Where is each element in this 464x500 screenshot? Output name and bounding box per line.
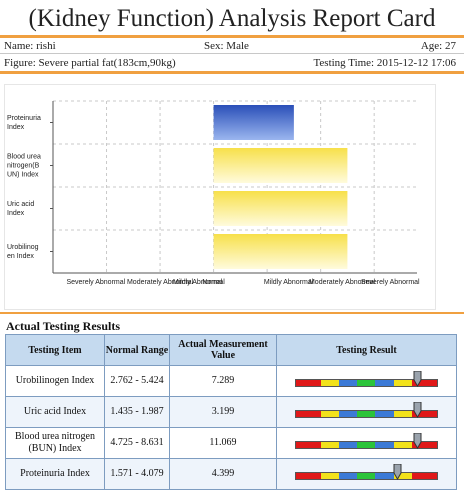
scale-segment — [411, 411, 437, 417]
table-row: Blood urea nitrogen (BUN) Index 4.725 - … — [5, 427, 457, 459]
scale-segment — [393, 380, 412, 386]
result-scale — [276, 365, 457, 397]
scale-segment — [339, 442, 358, 448]
scale-segment — [357, 411, 376, 417]
table-row: Proteinuria Index 1.571 - 4.079 4.399 — [5, 458, 457, 490]
x-tick-label: Moderately Abnormal — [127, 279, 194, 286]
y-tick-label: Uric acid Index — [7, 201, 34, 217]
result-scale-bar — [295, 464, 438, 484]
item-name: Uric acid Index — [5, 396, 105, 428]
patient-name: Name: rishi — [4, 40, 56, 52]
patient-sex: Sex: Male — [204, 40, 249, 52]
pointer-marker-icon — [413, 371, 422, 387]
result-scale — [276, 396, 457, 428]
normal-range: 4.725 - 8.631 — [104, 427, 170, 459]
x-tick-label: Severely Abnormal — [66, 279, 125, 286]
table-row: Uric acid Index 1.435 - 1.987 3.199 — [5, 396, 457, 428]
x-tick-label: Mildly Abnormal — [173, 279, 223, 286]
pointer-marker-icon — [413, 402, 422, 418]
header-normal-range: Normal Range — [104, 334, 170, 366]
measurement-value: 3.199 — [169, 396, 277, 428]
info-bottom-divider — [0, 71, 464, 74]
scale-segment — [375, 442, 394, 448]
scale-segment — [411, 473, 437, 479]
measurement-value: 7.289 — [169, 365, 277, 397]
measurement-value: 4.399 — [169, 458, 277, 490]
scale-segment — [375, 380, 394, 386]
y-tick-label: Blood urea nitrogen(B UN) Index — [7, 154, 41, 179]
scale-track — [295, 472, 438, 480]
measurement-value: 11.069 — [169, 427, 277, 459]
title-divider — [0, 35, 464, 38]
header-testing-result: Testing Result — [276, 334, 457, 366]
scale-segment — [321, 442, 340, 448]
patient-figure: Figure: Severe partial fat(183cm,90kg) — [4, 57, 176, 69]
header-testing-item: Testing Item — [5, 334, 105, 366]
results-section-title: Actual Testing Results — [6, 319, 121, 333]
chart-bar — [213, 191, 348, 226]
x-tick-label: Normal — [202, 279, 225, 286]
testing-time: Testing Time: 2015-12-12 17:06 — [313, 57, 456, 69]
pointer-marker-icon — [393, 464, 402, 480]
scale-segment — [357, 473, 376, 479]
scale-segment — [375, 411, 394, 417]
result-scale-bar — [295, 402, 438, 422]
result-scale — [276, 458, 457, 490]
report-title: (Kidney Function) Analysis Report Card — [28, 5, 436, 32]
chart-bar — [213, 148, 348, 183]
scale-segment — [339, 411, 358, 417]
scale-segment — [357, 442, 376, 448]
patient-age: Age: 27 — [420, 40, 456, 52]
scale-segment — [296, 442, 322, 448]
scale-segment — [375, 473, 394, 479]
scale-track — [295, 441, 438, 449]
results-header-row: Testing Item Normal Range Actual Measure… — [5, 334, 457, 366]
chart-canvas: Proteinuria Index Blood urea nitrogen(B UN) … — [7, 100, 420, 286]
scale-segment — [393, 411, 412, 417]
table-row: Urobilinogen Index 2.762 - 5.424 7.289 — [5, 365, 457, 397]
scale-segment — [321, 380, 340, 386]
item-name: Blood urea nitrogen (BUN) Index — [5, 427, 105, 459]
chart-divider — [0, 312, 464, 314]
scale-segment — [411, 442, 437, 448]
chart-bar — [213, 234, 348, 269]
normal-range: 1.571 - 4.079 — [104, 458, 170, 490]
scale-segment — [393, 442, 412, 448]
y-tick-label: Proteinuria Index — [7, 115, 41, 131]
result-scale-bar — [295, 433, 438, 453]
scale-segment — [357, 380, 376, 386]
scale-segment — [339, 473, 358, 479]
scale-segment — [411, 380, 437, 386]
results-table: Testing Item Normal Range Actual Measure… — [5, 334, 457, 490]
pointer-marker-icon — [413, 433, 422, 449]
analysis-chart: Proteinuria Index Blood urea nitrogen(B UN) … — [4, 84, 436, 310]
scale-segment — [296, 380, 322, 386]
y-tick-label: Urobilinog en Index — [7, 244, 39, 260]
result-scale-bar — [295, 371, 438, 391]
x-tick-label: Severely Abnormal — [361, 279, 420, 286]
scale-segment — [296, 411, 322, 417]
header-measurement-value: Actual Measurement Value — [169, 334, 277, 366]
scale-segment — [393, 473, 412, 479]
info-divider — [0, 53, 464, 54]
x-tick-label: Moderately Abnormal — [309, 279, 376, 286]
chart-bar — [213, 105, 294, 140]
item-name: Urobilinogen Index — [5, 365, 105, 397]
scale-segment — [339, 380, 358, 386]
scale-segment — [296, 473, 322, 479]
x-tick-label: Mildly Abnormal — [264, 279, 314, 286]
scale-track — [295, 379, 438, 387]
normal-range: 1.435 - 1.987 — [104, 396, 170, 428]
item-name: Proteinuria Index — [5, 458, 105, 490]
scale-segment — [321, 473, 340, 479]
scale-track — [295, 410, 438, 418]
result-scale — [276, 427, 457, 459]
scale-segment — [321, 411, 340, 417]
normal-range: 2.762 - 5.424 — [104, 365, 170, 397]
